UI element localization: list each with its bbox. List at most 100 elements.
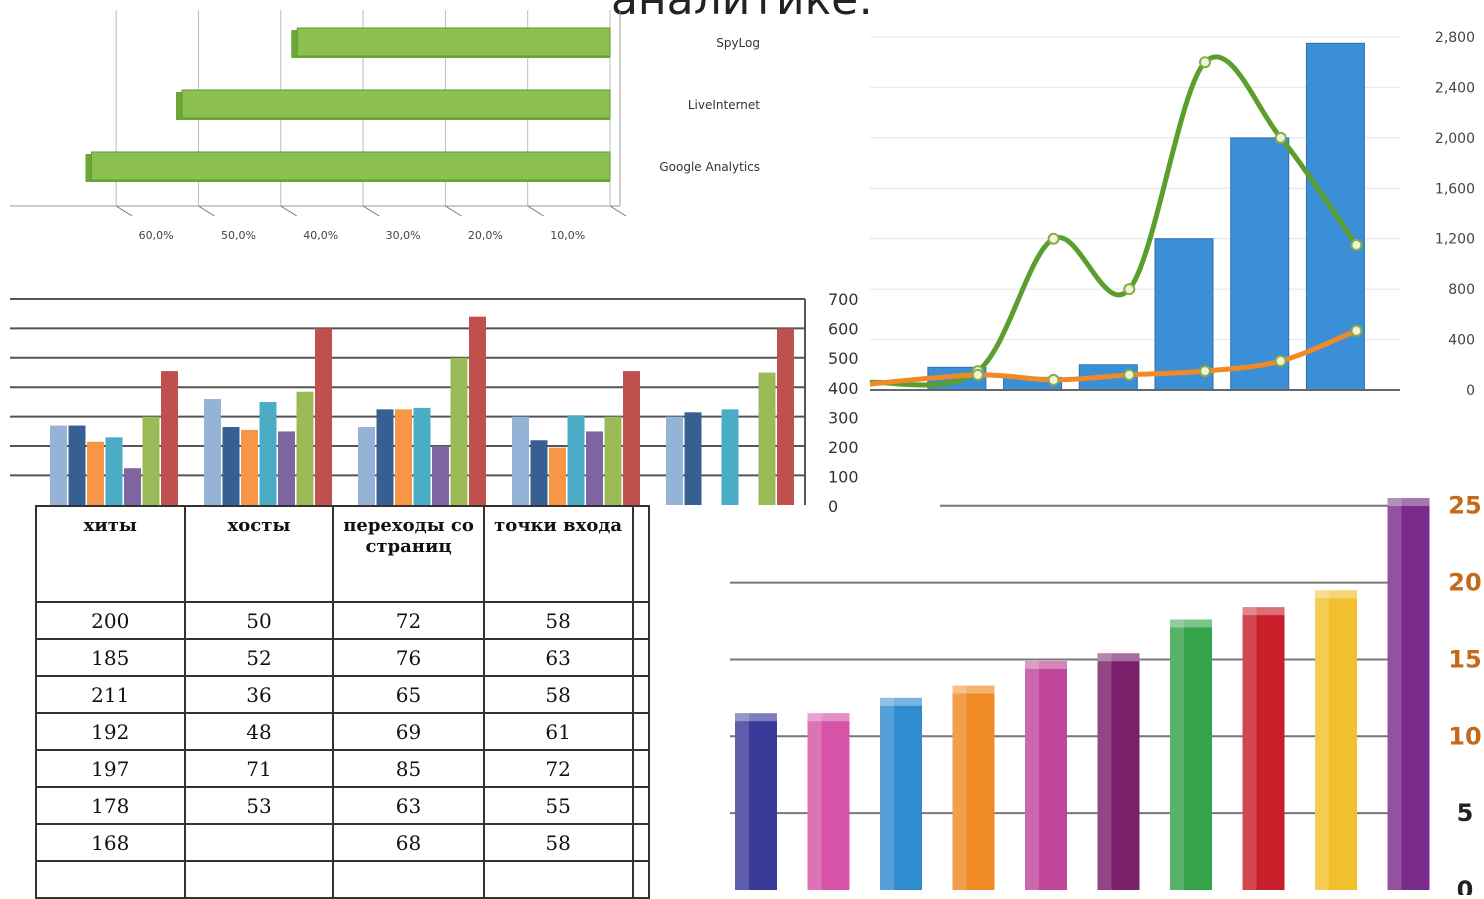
x-tick-label: 50,0% xyxy=(221,229,256,242)
table-cell xyxy=(631,601,651,640)
series-point xyxy=(1199,365,1211,378)
table-cell: 63 xyxy=(332,786,485,825)
bar-highlight xyxy=(1315,590,1357,599)
table-row: 197 71 85 72 xyxy=(35,749,651,788)
horizontal-bar-chart-canvas: 60,0% 50,0% 40,0% 30,0% 20,0% 10,0% SpyLog Live… xyxy=(10,10,760,242)
x-tick-label: 30,0% xyxy=(386,229,421,242)
bar xyxy=(87,441,104,505)
table-cell xyxy=(631,749,651,788)
table-cell xyxy=(631,823,651,862)
y-tick-label: 10 xyxy=(1448,722,1481,750)
bar xyxy=(1242,607,1285,890)
bar xyxy=(880,697,922,890)
y-tick-label: 2,800 xyxy=(1435,30,1475,46)
bar xyxy=(1315,590,1357,890)
horizontal-bar-chart: 60,0% 50,0% 40,0% 30,0% 20,0% 10,0% SpyLog Live… xyxy=(10,10,840,300)
bar xyxy=(666,416,683,505)
category-label: SpyLog xyxy=(716,36,760,50)
bar xyxy=(586,431,603,505)
table-cell: 63 xyxy=(482,638,634,677)
table-cell: 168 xyxy=(35,823,186,862)
table-header-row: хиты хосты переходы со страниц точки вхо… xyxy=(35,505,651,603)
bar xyxy=(413,407,431,505)
table-cell xyxy=(482,860,634,899)
bar xyxy=(358,427,375,505)
table-cell: 211 xyxy=(35,675,186,714)
table-cell: 36 xyxy=(183,675,335,714)
y-tick-label: 800 xyxy=(1448,282,1475,298)
bar xyxy=(204,399,221,505)
y-tick-label: 600 xyxy=(828,320,859,339)
series-point xyxy=(971,368,984,381)
y-tick-label: 5 xyxy=(1457,799,1474,827)
table-cell: 58 xyxy=(482,601,634,640)
data-table: хиты хосты переходы со страниц точки вхо… xyxy=(35,505,651,899)
bar-sheen xyxy=(1170,619,1184,890)
table-cell xyxy=(183,823,335,862)
column-header: точки входа xyxy=(482,505,634,603)
column-header: хиты xyxy=(35,505,186,603)
y-tick-label: 20 xyxy=(1448,569,1481,597)
bar xyxy=(90,151,611,181)
bar xyxy=(758,372,776,505)
table-cell: 48 xyxy=(183,712,335,751)
y-tick-label: 2,400 xyxy=(1435,80,1475,96)
y-tick-label: 1,200 xyxy=(1435,232,1475,248)
table-body: 200 50 72 58 185 52 76 63 211 36 65 58 192 48 69 61 197 7… xyxy=(35,601,651,899)
table-row: 185 52 76 63 xyxy=(35,638,651,677)
table-cell: 61 xyxy=(482,712,634,751)
tick-mark xyxy=(527,205,544,217)
table-cell: 200 xyxy=(35,601,186,640)
bar xyxy=(105,437,123,505)
y-tick-label: 700 xyxy=(828,290,859,309)
bar xyxy=(1230,137,1290,391)
bar xyxy=(721,409,739,505)
series-point xyxy=(1350,239,1363,252)
bar xyxy=(567,415,585,505)
bar xyxy=(1387,498,1430,890)
tick-mark xyxy=(280,205,298,217)
y-tick-label: 300 xyxy=(828,408,859,427)
colored-bar-chart: 25 20 15 10 5 0 xyxy=(700,440,1484,899)
column-header: переходы со страниц xyxy=(332,505,485,603)
bar-sheen xyxy=(1315,590,1329,890)
bar-highlight xyxy=(952,685,995,694)
table-cell: 178 xyxy=(35,786,186,825)
grouped-bar-chart-canvas: 700 600 500 400 300 200 100 0 xyxy=(10,290,859,516)
bar xyxy=(124,468,141,505)
bar xyxy=(296,391,314,505)
bar-sheen xyxy=(1097,653,1112,890)
table-cell: 65 xyxy=(332,675,485,714)
combo-chart-canvas: 2,800 2,400 2,000 1,600 1,200 800 400 0 xyxy=(869,30,1475,399)
table-cell: 53 xyxy=(183,786,335,825)
x-tick-label: 60,0% xyxy=(139,229,174,242)
bar xyxy=(241,429,258,505)
table-cell: 76 xyxy=(332,638,485,677)
bar xyxy=(259,402,277,505)
bar xyxy=(395,409,412,505)
column-header xyxy=(631,505,651,603)
bar xyxy=(623,371,640,505)
bar-sheen xyxy=(880,697,894,890)
bar xyxy=(50,425,67,505)
table-cell: 69 xyxy=(332,712,485,751)
slide-title: аналитике: xyxy=(0,0,1484,25)
table-cell xyxy=(631,786,651,825)
bar xyxy=(376,409,394,505)
bar xyxy=(549,447,566,505)
bar xyxy=(777,328,794,505)
bar xyxy=(735,713,777,890)
bar-sheen xyxy=(735,713,749,890)
table-cell: 52 xyxy=(183,638,335,677)
table-cell: 192 xyxy=(35,712,186,751)
tick-mark xyxy=(198,205,215,217)
y-tick-label: 2,000 xyxy=(1435,131,1475,147)
y-tick-label: 15 xyxy=(1448,645,1481,673)
bar xyxy=(604,416,622,505)
category-label: LiveInternet xyxy=(688,98,760,112)
table-row: 178 53 63 55 xyxy=(35,786,651,825)
series-point xyxy=(1199,56,1211,69)
table-row: 192 48 69 61 xyxy=(35,712,651,751)
combo-bar-line-chart: 2,800 2,400 2,000 1,600 1,200 800 400 0 xyxy=(860,15,1480,425)
y-tick-label: 1,600 xyxy=(1435,181,1475,197)
